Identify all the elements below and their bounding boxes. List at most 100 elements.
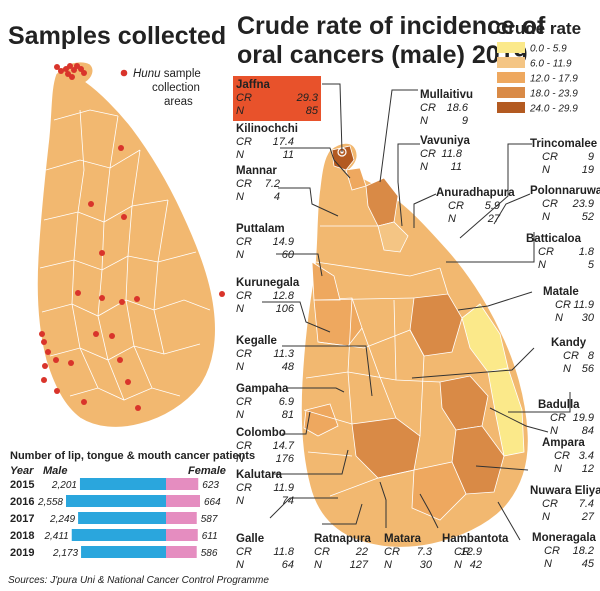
year-label: 2017 (10, 513, 34, 525)
lead-kurunegala (262, 301, 331, 333)
district-name-mullaitivu: Mullaitivu (420, 89, 473, 101)
lead-ratnapura (322, 503, 363, 525)
male-value: 2,558 (37, 497, 63, 508)
cr-label: CR (236, 92, 252, 104)
cr-label: CR (544, 545, 560, 557)
female-bar (166, 495, 200, 507)
male-bar (66, 495, 166, 507)
district-name-kandy: Kandy (551, 337, 587, 349)
n-label: N (554, 463, 562, 475)
sample-dot (41, 339, 47, 345)
district-name-mannar: Mannar (236, 165, 277, 177)
legend-swatch (497, 42, 525, 53)
n-value-jaffna: 85 (306, 105, 319, 117)
cr-label: CR (563, 350, 579, 362)
cr-value-galle: 11.8 (273, 546, 294, 558)
district-name-polonnaruwa: Polonnaruwa (530, 185, 600, 197)
n-value-hambantota: 42 (470, 559, 482, 571)
district-name-kalutara: Kalutara (236, 469, 283, 481)
male-value: 2,249 (49, 514, 75, 525)
sample-dot (134, 296, 140, 302)
n-value-kurunegala: 106 (276, 303, 295, 315)
sample-dot (58, 68, 64, 74)
year-label: 2018 (10, 530, 34, 542)
n-label: N (236, 453, 244, 465)
n-value-batticaloa: 5 (588, 259, 595, 271)
crude-rate-legend: 0.0 - 5.9 6.0 - 11.9 12.0 - 17.9 18.0 - 23.… (497, 42, 578, 115)
lead-matale (457, 291, 533, 311)
lead-galle (269, 497, 338, 519)
lead-puttalam (276, 253, 323, 277)
lead-jaffna (322, 83, 343, 153)
cr-value-polonnaruwa: 23.9 (572, 198, 594, 210)
lead-anuradhapura (413, 193, 437, 228)
n-value-kegalle: 48 (282, 361, 295, 373)
legend-label: 18.0 - 23.9 (530, 89, 578, 100)
n-value-kandy: 56 (582, 363, 595, 375)
cr-label: CR (384, 546, 400, 558)
lead-kalutara (272, 449, 349, 475)
cr-value-ratnapura: 22 (355, 546, 368, 558)
n-value-trincomalee: 19 (582, 164, 594, 176)
cr-value-kalutara: 11.9 (273, 482, 294, 494)
cr-label: CR (236, 482, 252, 494)
sample-dot (119, 299, 125, 305)
cr-label: CR (236, 440, 252, 452)
lead-colombo (282, 411, 311, 435)
cr-value-kegalle: 11.3 (273, 348, 294, 360)
male-bar (78, 512, 166, 524)
cr-value-matara: 7.3 (417, 546, 433, 558)
cr-value-vavuniya: 11.8 (441, 148, 462, 160)
crude-rate-title-line2: oral cancers (male) 2019 (237, 41, 527, 69)
n-label: N (236, 249, 244, 261)
lead-batticaloa (446, 232, 535, 263)
n-label: N (236, 559, 244, 571)
district-name-badulla: Badulla (538, 399, 580, 411)
cr-value-kurunegala: 12.8 (273, 290, 295, 302)
cr-label: CR (236, 236, 252, 248)
sample-dot (69, 74, 75, 80)
cr-label: CR (314, 546, 330, 558)
district-name-galle: Galle (236, 533, 264, 545)
n-value-moneragala: 45 (582, 558, 595, 570)
lead-badulla (508, 392, 571, 413)
lead-kandy (411, 347, 535, 379)
n-label: N (236, 495, 244, 507)
male-bar (71, 529, 166, 541)
n-value-kilinochchi: 11 (283, 149, 294, 161)
sample-dot (67, 63, 73, 69)
district-name-moneragala: Moneragala (532, 532, 597, 544)
hunu-legend-line2: collection (152, 82, 200, 94)
n-label: N (314, 559, 322, 571)
lead-hambantota (419, 493, 439, 529)
region-puttalam (311, 261, 341, 301)
cr-label: CR (554, 450, 570, 462)
n-value-badulla: 84 (582, 425, 594, 437)
n-label: N (236, 409, 244, 421)
n-value-galle: 64 (282, 559, 294, 571)
sample-dot (118, 145, 124, 151)
patients-bars: 2015 2,201 623 2016 2,558 664 2017 2,249 587 2018… (10, 478, 221, 559)
lead-moneragala (497, 501, 521, 541)
n-value-ampara: 12 (582, 463, 594, 475)
female-value: 587 (201, 514, 218, 525)
n-label: N (542, 164, 550, 176)
sample-dot (135, 405, 141, 411)
n-label: N (544, 558, 552, 570)
female-bar (166, 478, 199, 490)
legend-label: 0.0 - 5.9 (530, 44, 567, 55)
n-value-ratnapura: 127 (350, 559, 369, 571)
sample-dot (39, 331, 45, 337)
cr-label: CR (236, 396, 252, 408)
cr-value-mannar: 7.2 (265, 178, 280, 190)
male-bar (79, 478, 166, 490)
cr-value-trincomalee: 9 (588, 151, 594, 163)
female-bar (166, 529, 198, 541)
samples-map (36, 61, 216, 428)
n-label: N (236, 361, 244, 373)
female-bar (166, 546, 197, 558)
region-hambantota (411, 461, 467, 521)
cr-label: CR (542, 198, 558, 210)
hunu-legend-line1: Hunu sample (133, 68, 201, 80)
